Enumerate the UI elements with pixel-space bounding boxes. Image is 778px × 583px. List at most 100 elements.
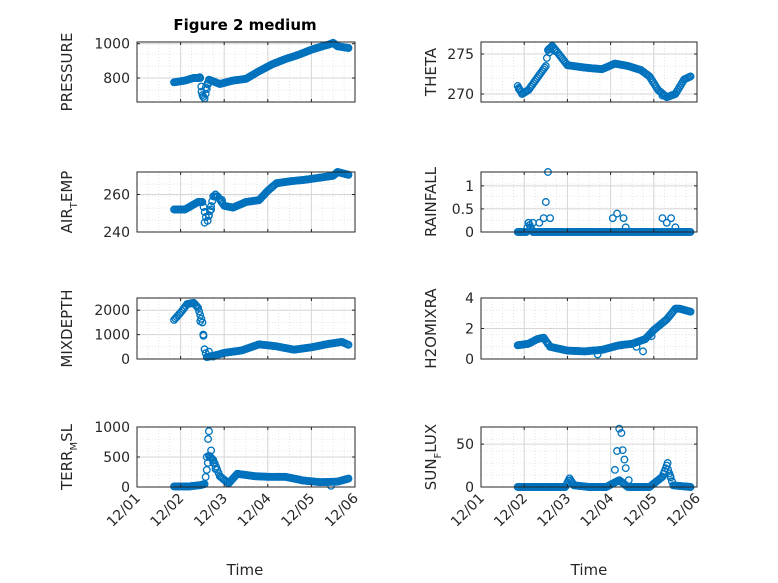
y-tick-label: 500 <box>103 450 130 466</box>
data-point <box>200 345 209 354</box>
y-tick-label: 1000 <box>94 328 130 344</box>
data-point <box>620 455 629 464</box>
data-point <box>209 352 218 361</box>
data-series <box>513 42 695 102</box>
y-tick-label: 50 <box>456 437 474 453</box>
data-point <box>621 464 630 473</box>
data-point <box>593 350 602 359</box>
data-point <box>660 467 669 476</box>
x-tick-label: 12/04 <box>235 490 275 530</box>
axes-box <box>480 171 698 233</box>
x-tick-label: 12/06 <box>664 490 704 530</box>
data-point <box>535 218 544 227</box>
y-tick-label: 0 <box>121 480 130 496</box>
data-point <box>662 218 671 227</box>
y-axis-label: TERRMSL <box>58 423 80 491</box>
x-axis-label-right: Time <box>570 561 608 579</box>
data-point <box>199 92 208 101</box>
y-tick-label: 0.5 <box>452 202 474 218</box>
subplot-theta: 270 275 THETA <box>422 41 698 103</box>
x-tick-label: 12/02 <box>491 491 531 531</box>
axes-box <box>480 41 698 103</box>
data-point <box>207 202 215 211</box>
data-series <box>513 304 695 359</box>
y-axis-label: PRESSURE <box>58 33 76 112</box>
axes-box <box>136 171 356 233</box>
data-point <box>344 340 353 349</box>
y-tick-label: 1 <box>465 179 474 195</box>
data-point <box>218 196 226 205</box>
data-point <box>621 223 630 232</box>
data-point <box>544 339 552 348</box>
data-point <box>541 198 550 206</box>
y-axis-label: THETA <box>422 47 440 97</box>
data-point <box>202 453 211 461</box>
data-point <box>618 446 627 455</box>
data-point <box>192 302 201 311</box>
data-point <box>546 214 555 223</box>
data-point <box>199 330 208 339</box>
data-point <box>194 303 202 312</box>
x-tick-label: 12/05 <box>621 491 661 531</box>
y-axis-label: H2OMIXRA <box>422 288 440 369</box>
x-tick-label: 12/01 <box>448 491 488 531</box>
y-tick-label: 800 <box>103 71 130 87</box>
data-point <box>196 317 205 326</box>
x-tick-label: 12/03 <box>191 491 231 531</box>
data-point <box>624 476 633 485</box>
data-point <box>207 205 216 214</box>
y-tick-label: 2000 <box>94 303 130 319</box>
subplot-sunflux: 0 50 12/01 12/02 12/03 12/04 12/05 12/06 SUNFLUX <box>422 424 704 531</box>
y-axis-label: MIXDEPTH <box>58 289 76 367</box>
y-axis-label: SUNFLUX <box>422 424 444 490</box>
data-point <box>211 190 220 199</box>
data-point <box>344 474 353 483</box>
data-series <box>170 38 353 103</box>
data-point <box>663 459 672 467</box>
y-tick-label: 1000 <box>94 420 130 436</box>
subplot-terrmsl: 0 500 1000 12/01 12/02 12/03 12/04 12/05 12/06 TE… <box>58 420 362 530</box>
y-tick-label: 1000 <box>94 37 130 53</box>
y-tick-label: 240 <box>103 225 130 241</box>
y-tick-label: 0 <box>465 480 474 496</box>
data-point <box>207 446 216 455</box>
subplot-h2omixra: 0 2 4 H2OMIXRA <box>422 288 698 369</box>
data-point <box>204 347 213 356</box>
axes-box <box>136 41 356 103</box>
x-tick-label: 12/01 <box>104 491 144 531</box>
data-point <box>610 465 619 474</box>
y-tick-label: 275 <box>447 47 474 63</box>
data-point <box>541 62 550 70</box>
data-point <box>666 471 675 480</box>
figure-title: Figure 2 medium <box>173 16 316 34</box>
y-tick-label: 260 <box>103 188 130 204</box>
data-point <box>686 72 695 81</box>
y-tick-label: 0 <box>465 225 474 241</box>
data-point <box>191 301 200 310</box>
data-point <box>203 79 212 88</box>
data-point <box>201 83 210 92</box>
data-point <box>658 214 667 223</box>
data-point <box>619 214 628 223</box>
subplot-pressure: 800 1000 PRESSURE <box>58 33 356 112</box>
x-tick-label: 12/03 <box>534 491 574 531</box>
data-point <box>204 427 213 436</box>
x-tick-label: 12/06 <box>322 490 362 530</box>
x-tick-label: 12/04 <box>578 490 618 530</box>
y-tick-label: 2 <box>465 322 474 338</box>
data-point <box>632 342 641 351</box>
axes-box <box>136 297 356 360</box>
data-point <box>550 46 559 55</box>
data-point <box>686 307 695 316</box>
data-point <box>545 48 554 57</box>
subplot-rainfall: 0 0.5 1 RAINFALL <box>422 166 698 241</box>
data-point <box>615 424 624 433</box>
data-point <box>211 465 220 473</box>
data-point <box>327 481 335 490</box>
data-point <box>523 223 532 232</box>
data-point <box>515 85 523 94</box>
data-point <box>195 307 204 316</box>
y-axis-label: RAINFALL <box>422 166 440 237</box>
